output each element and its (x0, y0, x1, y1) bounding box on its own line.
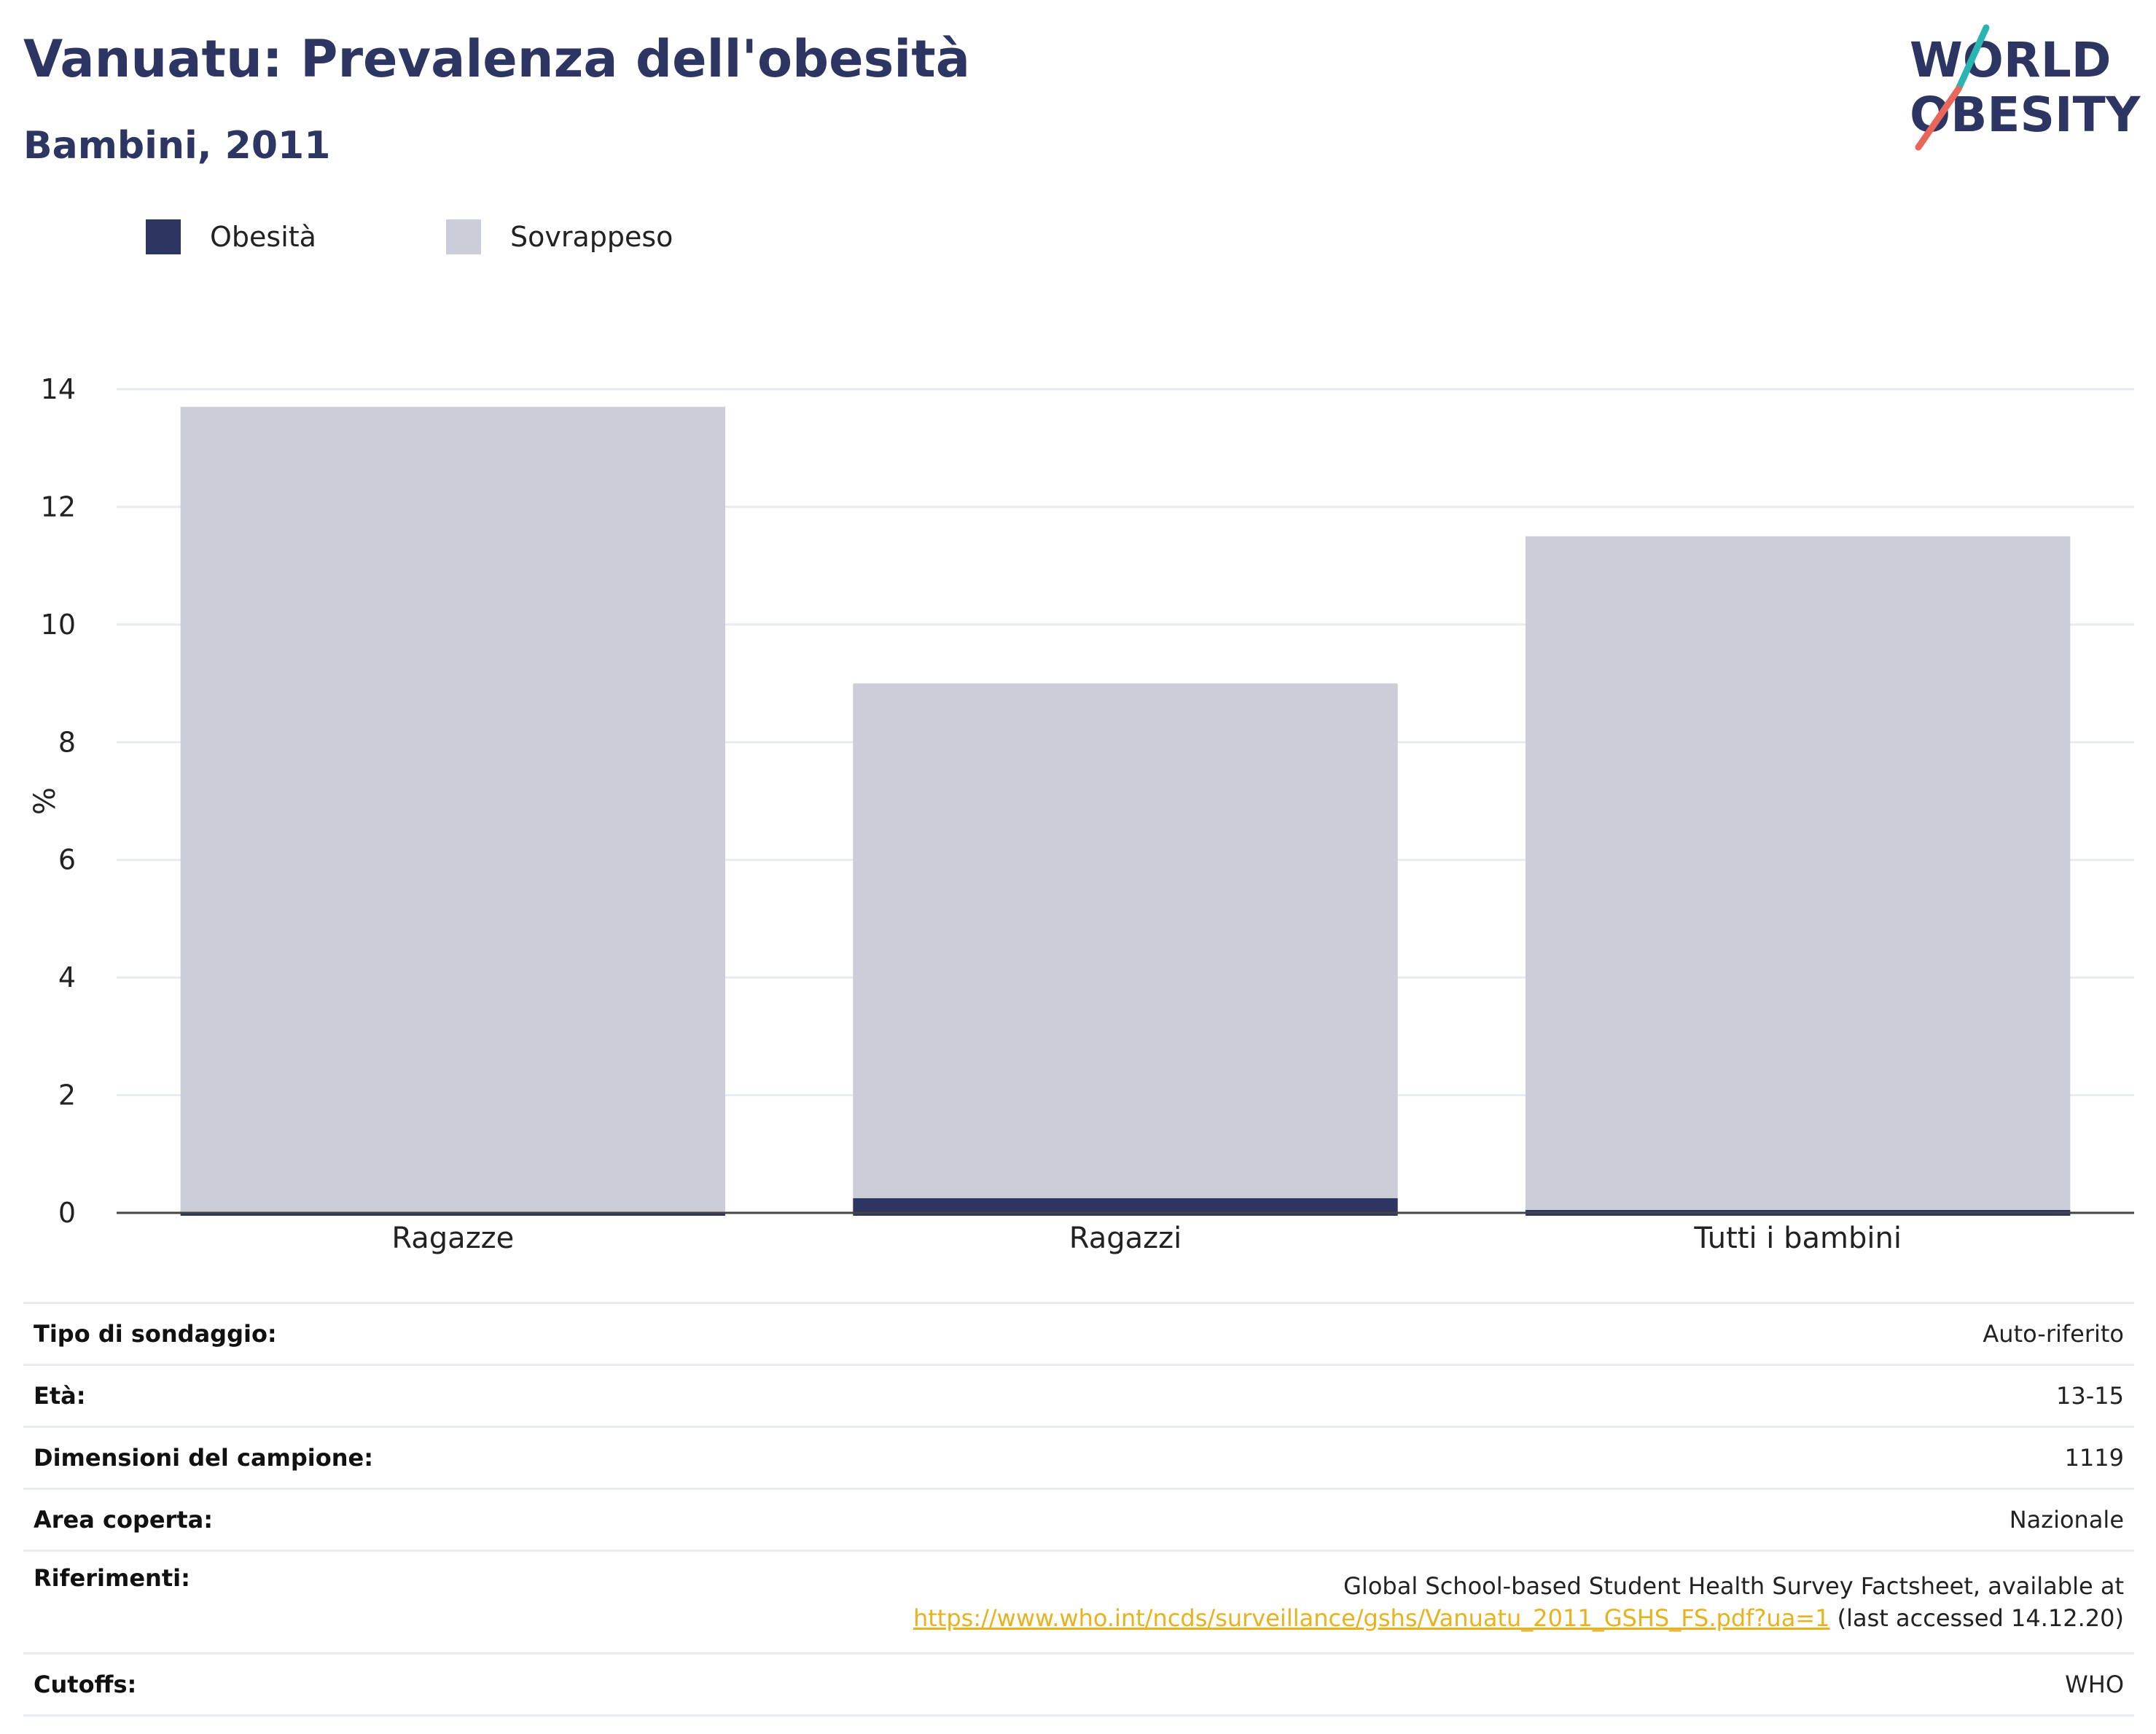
info-row-cutoffs: Cutoffs: WHO (23, 1652, 2134, 1717)
info-key: Età: (23, 1364, 501, 1427)
info-key: Tipo di sondaggio: (23, 1302, 501, 1365)
info-row-survey-type: Tipo di sondaggio: Auto-riferito (23, 1302, 2134, 1365)
legend-label-obesity: Obesità (210, 221, 316, 253)
y-axis-label: % (28, 787, 62, 815)
bar-overweight (180, 407, 726, 1213)
legend-item-obesity[interactable]: Obesità (146, 215, 316, 259)
bar-overweight (853, 683, 1398, 1198)
logo-line2: OBESITY (1910, 87, 2141, 143)
y-tick-label: 4 (58, 961, 76, 993)
info-row-age: Età: 13-15 (23, 1364, 2134, 1427)
y-tick-label: 10 (41, 609, 76, 641)
legend-item-overweight[interactable]: Sovrappeso (446, 215, 673, 259)
x-tick-label: Ragazze (391, 1222, 514, 1255)
x-tick-label: Ragazzi (1069, 1222, 1181, 1255)
info-value: Global School-based Student Health Surve… (501, 1550, 2134, 1654)
logo-line1: WORLD (1910, 32, 2112, 88)
info-key: Dimensioni del campione: (23, 1426, 501, 1489)
legend-label-overweight: Sovrappeso (510, 221, 673, 253)
info-value: 13-15 (501, 1364, 2134, 1427)
y-tick-label: 12 (41, 491, 76, 523)
page-title: Vanuatu: Prevalenza dell'obesità (23, 29, 970, 89)
info-value: Nazionale (501, 1488, 2134, 1551)
reference-text: Global School-based Student Health Surve… (1343, 1572, 2124, 1600)
info-key: Cutoffs: (23, 1652, 501, 1717)
info-table: Tipo di sondaggio: Auto-riferito Età: 13… (23, 1302, 2134, 1717)
legend-swatch-overweight (446, 219, 481, 254)
y-tick-label: 0 (58, 1197, 76, 1229)
y-tick-label: 8 (58, 726, 76, 758)
info-value: Auto-riferito (501, 1302, 2134, 1365)
info-row-sample-size: Dimensioni del campione: 1119 (23, 1426, 2134, 1489)
info-row-references: Riferimenti: Global School-based Student… (23, 1550, 2134, 1654)
y-tick-label: 14 (41, 373, 76, 405)
bar-chart: 0 2 4 6 8 10 12 14% Ragazze Ragazzi Tutti i bambin… (28, 373, 2134, 1255)
legend-swatch-obesity (146, 219, 181, 254)
y-tick-label: 6 (58, 844, 76, 876)
info-value: 1119 (501, 1426, 2134, 1489)
reference-access-note: (last accessed 14.12.20) (1829, 1604, 2124, 1632)
info-key: Riferimenti: (23, 1550, 501, 1654)
y-tick-label: 2 (58, 1079, 76, 1112)
bar-overweight (1525, 536, 2071, 1210)
info-key: Area coperta: (23, 1488, 501, 1551)
info-row-area: Area coperta: Nazionale (23, 1488, 2134, 1551)
reference-link[interactable]: https://www.who.int/ncds/surveillance/gs… (913, 1604, 1830, 1632)
info-value: WHO (501, 1652, 2134, 1717)
x-tick-label: Tutti i bambini (1693, 1222, 1902, 1255)
page-subtitle: Bambini, 2011 (23, 124, 331, 168)
world-obesity-logo: WORLD OBESITY (1910, 24, 2141, 151)
